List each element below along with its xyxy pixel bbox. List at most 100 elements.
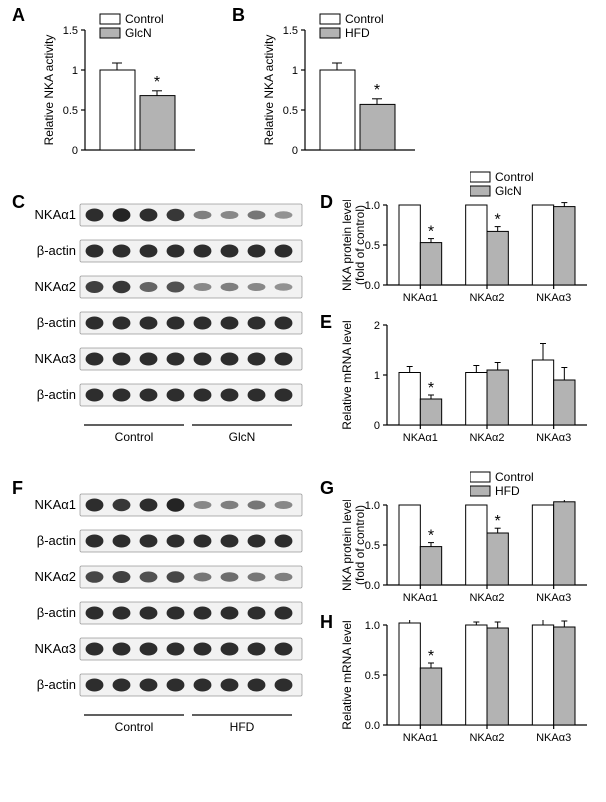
blot-row-label: NKAα3 xyxy=(35,641,76,656)
blot-panel-f: NKAα1β-actinNKAα2β-actinNKAα3β-actinCont… xyxy=(18,490,318,760)
chart-ylabel: Relative mRNA level xyxy=(340,320,354,429)
panel-label-g: G xyxy=(320,478,334,499)
bar xyxy=(420,243,441,285)
bar xyxy=(420,547,441,585)
panel-label-e: E xyxy=(320,312,332,333)
bar xyxy=(420,668,441,725)
blot-row-label: NKAα2 xyxy=(35,569,76,584)
chart-ylabel: NKA protein level xyxy=(340,500,354,591)
svg-text:1: 1 xyxy=(292,65,298,77)
chart-e: 012Relative mRNA level*NKAα1NKAα2NKAα3 xyxy=(335,320,600,460)
bar xyxy=(466,205,487,285)
bar xyxy=(466,625,487,725)
svg-text:HFD: HFD xyxy=(495,484,520,498)
chart-b-yticks: 0 0.5 1 1.5 xyxy=(283,25,305,157)
chart-b-ylabel: Relative NKA activity xyxy=(262,35,276,146)
svg-text:1: 1 xyxy=(374,370,380,382)
x-category: NKAα2 xyxy=(469,592,504,604)
chart-a-bar-control xyxy=(100,70,135,150)
blot-row-label: β-actin xyxy=(37,533,76,548)
sig-marker: * xyxy=(428,528,434,545)
bar xyxy=(554,502,575,585)
bar xyxy=(399,505,420,585)
sig-marker: * xyxy=(495,513,501,530)
bar xyxy=(420,399,441,425)
chart-ylabel: Relative mRNA level xyxy=(340,620,354,729)
x-category: NKAα1 xyxy=(403,432,438,444)
chart-a-yticks: 0 0.5 1 1.5 xyxy=(63,25,85,157)
bar xyxy=(399,205,420,285)
svg-text:Control: Control xyxy=(495,470,534,484)
svg-text:GlcN: GlcN xyxy=(125,26,152,40)
blot-row-label: NKAα3 xyxy=(35,351,76,366)
chart-b-bar-control xyxy=(320,70,355,150)
bar xyxy=(399,623,420,725)
sig-marker: * xyxy=(428,224,434,241)
bar xyxy=(399,373,420,426)
svg-text:HFD: HFD xyxy=(345,26,370,40)
blot-condition-label: Control xyxy=(115,430,154,444)
sig-marker: * xyxy=(428,380,434,397)
blot-condition-label: GlcN xyxy=(229,430,256,444)
svg-text:Control: Control xyxy=(345,12,384,26)
bar xyxy=(554,380,575,425)
x-category: NKAα1 xyxy=(403,732,438,744)
bar xyxy=(487,628,508,725)
x-category: NKAα3 xyxy=(536,592,571,604)
svg-text:0.0: 0.0 xyxy=(365,720,380,732)
blot-row-label: NKAα2 xyxy=(35,279,76,294)
svg-text:0.5: 0.5 xyxy=(63,105,78,117)
blot-row-label: β-actin xyxy=(37,243,76,258)
blot-condition-label: Control xyxy=(115,720,154,734)
x-category: NKAα2 xyxy=(469,432,504,444)
svg-text:0.5: 0.5 xyxy=(365,670,380,682)
chart-ylabel: (fold of control) xyxy=(353,205,367,285)
blot-row-label: β-actin xyxy=(37,387,76,402)
chart-a: 0 0.5 1 1.5 Relative NKA activity * Cont… xyxy=(30,10,230,190)
chart-b: 0 0.5 1 1.5 Relative NKA activity * Cont… xyxy=(250,10,450,190)
chart-h: 0.00.51.0Relative mRNA level*NKAα1NKAα2N… xyxy=(335,620,600,760)
bar xyxy=(532,360,553,425)
sig-marker: * xyxy=(428,648,434,665)
bar xyxy=(487,533,508,585)
sig-marker: * xyxy=(495,212,501,229)
blot-condition-label: HFD xyxy=(230,720,255,734)
blot-row-label: β-actin xyxy=(37,677,76,692)
svg-text:2: 2 xyxy=(374,320,380,332)
bar xyxy=(466,373,487,426)
panel-label-b: B xyxy=(232,5,245,26)
svg-text:GlcN: GlcN xyxy=(495,184,522,198)
chart-g-legend: Control HFD xyxy=(470,468,600,502)
x-category: NKAα1 xyxy=(403,292,438,304)
chart-ylabel: NKA protein level xyxy=(340,200,354,291)
chart-a-sig: * xyxy=(154,74,160,91)
panel-label-h: H xyxy=(320,612,333,633)
x-category: NKAα1 xyxy=(403,592,438,604)
chart-b-legend: Control HFD xyxy=(320,12,384,40)
panel-label-d: D xyxy=(320,192,333,213)
bar xyxy=(466,505,487,585)
blot-row-label: NKAα1 xyxy=(35,207,76,222)
svg-text:0: 0 xyxy=(374,420,380,432)
blot-row-label: β-actin xyxy=(37,315,76,330)
svg-text:0: 0 xyxy=(292,145,298,157)
svg-text:0.5: 0.5 xyxy=(283,105,298,117)
chart-b-bar-hfd xyxy=(360,104,395,150)
svg-text:1.0: 1.0 xyxy=(365,620,380,632)
bar xyxy=(554,627,575,725)
bar xyxy=(554,207,575,285)
svg-text:1.5: 1.5 xyxy=(63,25,78,37)
chart-a-bar-glcn xyxy=(140,96,175,150)
x-category: NKAα3 xyxy=(536,732,571,744)
bar xyxy=(532,505,553,585)
bar xyxy=(487,231,508,285)
svg-text:0: 0 xyxy=(72,145,78,157)
svg-text:Control: Control xyxy=(495,170,534,184)
blot-row-label: NKAα1 xyxy=(35,497,76,512)
svg-text:1.5: 1.5 xyxy=(283,25,298,37)
x-category: NKAα3 xyxy=(536,292,571,304)
chart-a-ylabel: Relative NKA activity xyxy=(42,35,56,146)
chart-a-legend: Control GlcN xyxy=(100,12,164,40)
x-category: NKAα2 xyxy=(469,292,504,304)
blot-panel-c: NKAα1 β-actin NKAα2 β-actin NKAα3 β-actin Cont… xyxy=(18,200,318,470)
